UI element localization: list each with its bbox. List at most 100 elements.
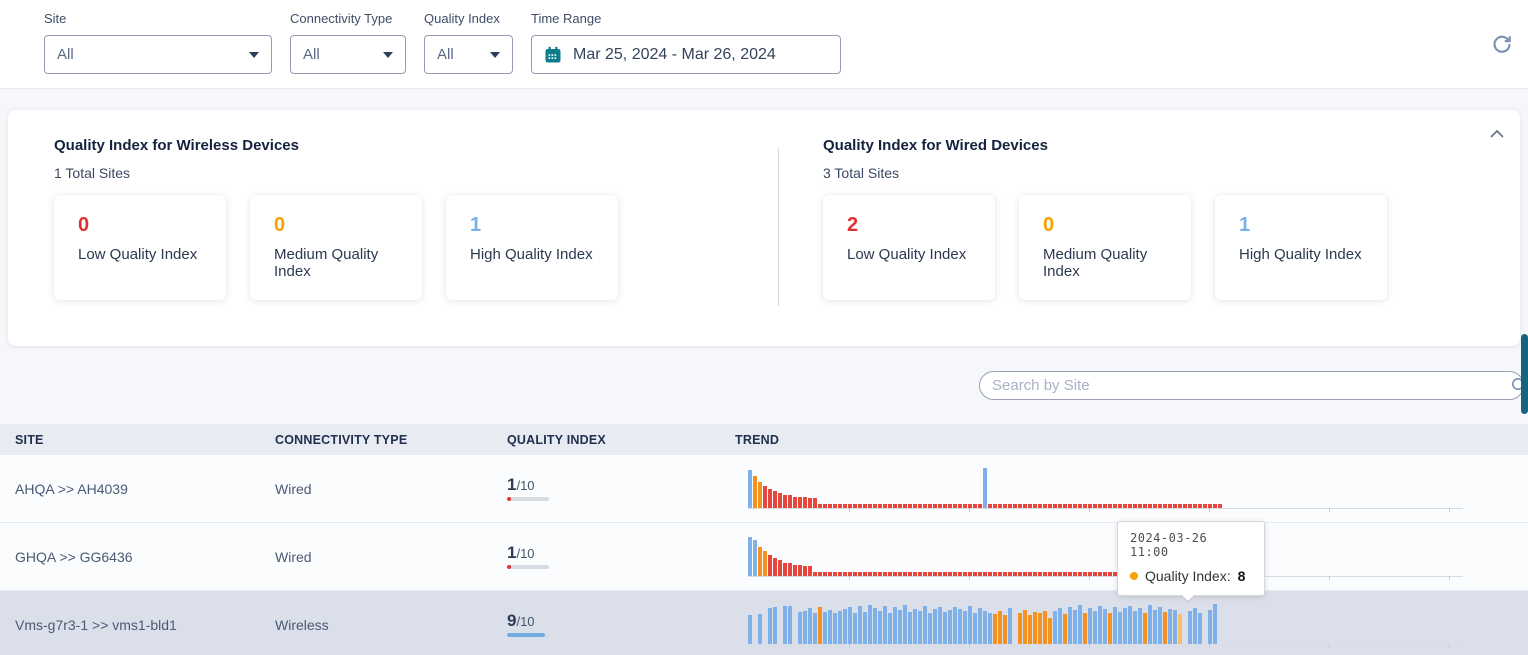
chevron-up-icon (1490, 126, 1504, 141)
time-range-filter-label: Time Range (531, 11, 602, 26)
trend-sparkline (748, 461, 1463, 512)
trend-cell[interactable] (735, 591, 1528, 655)
wireless-medium-value: 0 (274, 214, 286, 236)
calendar-icon (544, 46, 562, 64)
wired-medium-label: Medium Quality Index (1043, 246, 1148, 280)
table-row[interactable]: Vms-g7r3-1 >> vms1-bld1 Wireless 9/10 (0, 591, 1528, 655)
wired-medium-card: 0 Medium Quality Index (1019, 195, 1191, 300)
column-site: SITE (15, 432, 44, 447)
wired-summary-title: Quality Index for Wired Devices (823, 137, 1048, 154)
vertical-scrollbar-thumb[interactable] (1521, 334, 1528, 414)
trend-bars (748, 461, 1463, 508)
wired-summary-section: Quality Index for Wired Devices 3 Total … (778, 110, 1520, 346)
quality-index-max: /10 (516, 546, 535, 561)
wireless-medium-label: Medium Quality Index (274, 246, 379, 280)
connectivity-cell: Wired (275, 548, 312, 565)
quality-index-max: /10 (516, 478, 535, 493)
collapse-panel-button[interactable] (1490, 126, 1504, 141)
quality-index-meter-fill (507, 565, 512, 569)
wired-low-value: 2 (847, 214, 859, 236)
wireless-high-card: 1 High Quality Index (446, 195, 618, 300)
wireless-summary-section: Quality Index for Wireless Devices 1 Tot… (8, 110, 778, 346)
quality-index-cell: 1/10 (507, 544, 735, 569)
quality-index-meter (507, 497, 549, 501)
wireless-cards: 0 Low Quality Index 0 Medium Quality Ind… (54, 195, 778, 300)
filter-bar: Site All Connectivity Type All Quality I… (0, 0, 1528, 89)
tooltip-label: Quality Index: (1145, 568, 1231, 584)
wired-high-value: 1 (1239, 214, 1251, 236)
wireless-high-label: High Quality Index (470, 246, 593, 263)
wired-total-sites: 3 Total Sites (823, 165, 900, 181)
quality-index-select-value: All (437, 46, 454, 63)
quality-index-value: 9 (507, 611, 517, 630)
caret-down-icon (490, 51, 500, 58)
wireless-low-card: 0 Low Quality Index (54, 195, 226, 300)
caret-down-icon (383, 51, 393, 58)
connectivity-type-select[interactable]: All (290, 35, 406, 74)
site-filter: Site All (44, 11, 272, 74)
connectivity-type-filter: Connectivity Type All (290, 11, 406, 74)
quality-index-cell: 9/10 (507, 612, 735, 637)
connectivity-cell: Wireless (275, 616, 329, 633)
wireless-low-value: 0 (78, 214, 90, 236)
series-dot-icon (1130, 572, 1138, 580)
column-quality-index: QUALITY INDEX (507, 432, 606, 447)
tooltip-timestamp: 2024-03-26 11:00 (1130, 531, 1208, 559)
refresh-button[interactable] (1490, 34, 1514, 58)
connectivity-type-select-value: All (303, 46, 320, 63)
connectivity-cell: Wired (275, 480, 312, 497)
trend-cell[interactable] (735, 523, 1528, 590)
time-range-picker[interactable]: Mar 25, 2024 - Mar 26, 2024 (531, 35, 841, 74)
site-cell: Vms-g7r3-1 >> vms1-bld1 (15, 616, 177, 633)
wireless-high-value: 1 (470, 214, 482, 236)
wired-high-card: 1 High Quality Index (1215, 195, 1387, 300)
wired-cards: 2 Low Quality Index 0 Medium Quality Ind… (823, 195, 1520, 300)
wired-low-label: Low Quality Index (847, 246, 967, 263)
wireless-low-label: Low Quality Index (78, 246, 198, 263)
wired-low-card: 2 Low Quality Index (823, 195, 995, 300)
quality-index-meter-fill (507, 497, 512, 501)
quality-index-value: 1 (507, 475, 517, 494)
table-row[interactable]: AHQA >> AH4039 Wired 1/10 (0, 455, 1528, 523)
quality-index-value: 1 (507, 543, 517, 562)
trend-bars (748, 597, 1463, 644)
column-connectivity-type: CONNECTIVITY TYPE (275, 432, 408, 447)
quality-summary-panel: Quality Index for Wireless Devices 1 Tot… (8, 110, 1520, 346)
refresh-icon (1491, 35, 1513, 59)
quality-index-cell: 1/10 (507, 476, 735, 501)
search-input[interactable] (979, 371, 1524, 400)
quality-index-meter-fill (507, 633, 545, 637)
trend-bars (748, 529, 1463, 576)
wireless-total-sites: 1 Total Sites (54, 165, 131, 181)
connectivity-type-filter-label: Connectivity Type (290, 11, 393, 26)
column-trend: TREND (735, 432, 780, 447)
caret-down-icon (249, 51, 259, 58)
quality-index-meter (507, 565, 549, 569)
sites-table: SITE CONNECTIVITY TYPE QUALITY INDEX TRE… (0, 424, 1528, 655)
site-cell: AHQA >> AH4039 (15, 480, 128, 497)
quality-index-meter (507, 633, 549, 637)
chart-tooltip: 2024-03-26 11:00 Quality Index: 8 (1117, 521, 1265, 603)
quality-index-max: /10 (516, 614, 535, 629)
tooltip-value: 8 (1237, 568, 1246, 584)
time-range-value: Mar 25, 2024 - Mar 26, 2024 (573, 45, 776, 63)
trend-sparkline (748, 597, 1463, 648)
quality-index-filter-label: Quality Index (424, 11, 500, 26)
wired-medium-value: 0 (1043, 214, 1055, 236)
wireless-summary-title: Quality Index for Wireless Devices (54, 137, 299, 154)
quality-index-select[interactable]: All (424, 35, 513, 74)
table-header: SITE CONNECTIVITY TYPE QUALITY INDEX TRE… (0, 424, 1528, 455)
table-row[interactable]: GHQA >> GG6436 Wired 1/10 (0, 523, 1528, 591)
time-range-filter: Time Range Mar 25, 2024 - Mar 26, 2024 (531, 11, 841, 74)
tooltip-value-line: Quality Index: 8 (1130, 568, 1252, 584)
trend-cell[interactable] (735, 455, 1528, 522)
quality-index-filter: Quality Index All (424, 11, 513, 74)
search-row (0, 371, 1528, 400)
site-select-value: All (57, 46, 74, 63)
trend-sparkline (748, 529, 1463, 580)
site-cell: GHQA >> GG6436 (15, 548, 133, 565)
site-filter-label: Site (44, 11, 67, 26)
panel-divider (778, 148, 779, 306)
wired-high-label: High Quality Index (1239, 246, 1362, 263)
site-select[interactable]: All (44, 35, 272, 74)
